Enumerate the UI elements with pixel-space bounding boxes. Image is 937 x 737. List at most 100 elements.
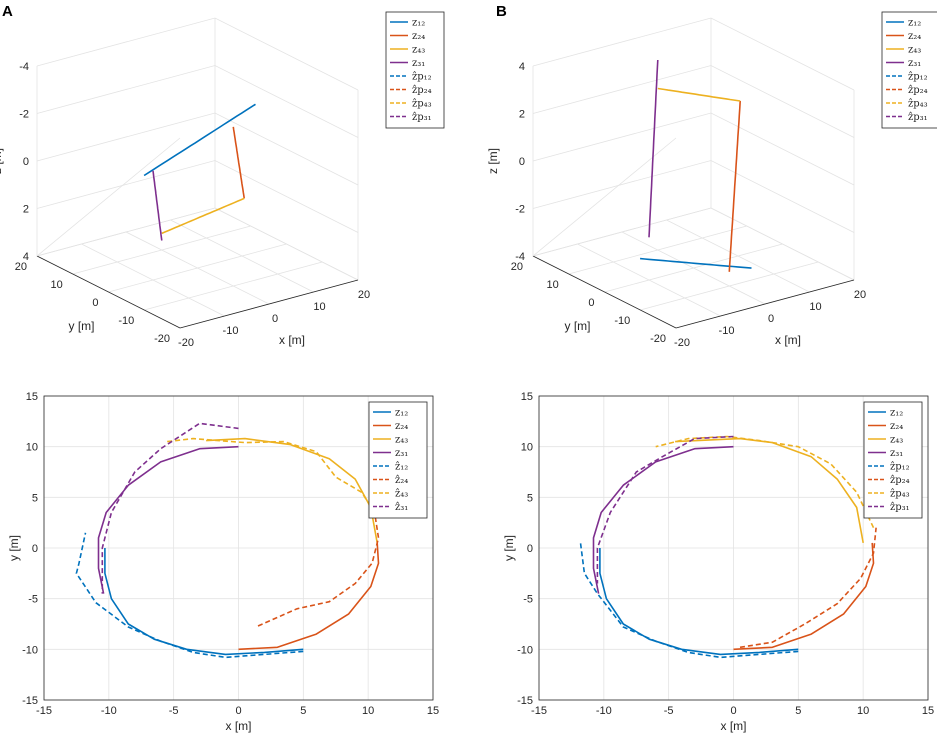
y-tick-label: 20 xyxy=(511,261,523,273)
floor-gridline xyxy=(170,219,314,293)
y-axis-label: y [m] xyxy=(502,535,516,561)
x-tick-label: 0 xyxy=(768,313,774,325)
series-line-z31 xyxy=(152,170,163,241)
y-axis-line xyxy=(532,255,677,329)
series-line-zp12 xyxy=(579,542,799,659)
floor-gridline xyxy=(604,243,783,293)
series-line-z12 xyxy=(599,548,799,656)
legend-label-z31: z₃₁ xyxy=(890,448,903,459)
legend-box xyxy=(385,11,445,129)
x-tick-label: 5 xyxy=(795,705,801,717)
z-tick-label: -2 xyxy=(515,204,525,216)
series-line-z24 xyxy=(733,542,875,651)
wall-gridline xyxy=(36,65,359,138)
wall-gridline xyxy=(532,65,855,138)
x-tick-label: 5 xyxy=(300,705,306,717)
x-axis-label: x [m] xyxy=(721,719,747,733)
x-tick-label: -10 xyxy=(101,705,117,717)
x-tick-label: 0 xyxy=(730,705,736,717)
wall-gridline xyxy=(36,160,359,233)
x-axis-label: x [m] xyxy=(279,333,305,347)
legend-label-zh24: ẑ₂₄ xyxy=(395,475,408,486)
z-tick-label: 0 xyxy=(23,156,29,168)
legend: z₁₂ z₂₄ z₄₃ z₃₁ ẑp₁₂ ẑp₂₄ ẑp₄₃ ẑp₃₁ xyxy=(863,401,923,519)
series-line-zh31 xyxy=(101,422,239,594)
y-tick-label: 5 xyxy=(527,492,533,504)
series-line-z24 xyxy=(232,126,245,199)
x-axis-label: x [m] xyxy=(226,719,252,733)
legend-label-z31: z₃₁ xyxy=(412,58,425,69)
y-tick-label: -10 xyxy=(22,644,38,656)
wall-gridline xyxy=(36,112,359,186)
z-tick-label: 2 xyxy=(23,204,29,216)
x-axis-label: x [m] xyxy=(775,333,801,347)
series-line-z12 xyxy=(640,257,752,269)
legend-label-z43: z₄₃ xyxy=(412,45,425,56)
wall-gridline xyxy=(532,207,855,281)
legend-label-z24: z₂₄ xyxy=(890,421,903,432)
series-line-z31 xyxy=(648,59,659,238)
legend-label-zp24: ẑp₂₄ xyxy=(890,475,910,486)
y-tick-label: -20 xyxy=(650,333,666,345)
floor-gridline xyxy=(72,225,251,275)
legend-label-zp43: ẑp₄₃ xyxy=(908,99,928,110)
z-tick-label: 0 xyxy=(519,156,525,168)
wall-gridline xyxy=(532,112,855,186)
y-tick-label: 0 xyxy=(32,543,38,555)
legend-label-zh12: ẑ₁₂ xyxy=(395,462,408,473)
series-line-z12 xyxy=(104,548,304,656)
series-line-zh24 xyxy=(257,512,380,627)
x-tick-label: -10 xyxy=(223,325,239,337)
z-edge xyxy=(36,137,181,257)
x-tick-label: 15 xyxy=(922,705,934,717)
z-tick-label: -4 xyxy=(19,61,29,73)
x-tick-label: 20 xyxy=(854,289,866,301)
x-tick-label: -5 xyxy=(169,705,179,717)
y-tick-label: -15 xyxy=(517,695,533,707)
z-axis-label: z [m] xyxy=(486,148,500,174)
y-tick-label: -5 xyxy=(28,594,38,606)
series-line-zh43 xyxy=(167,437,376,513)
legend-label-z12: z₁₂ xyxy=(890,408,903,419)
legend-label-zp31: ẑp₃₁ xyxy=(412,112,432,123)
legend-label-zp12: ẑp₁₂ xyxy=(890,462,910,473)
x-tick-label: -10 xyxy=(719,325,735,337)
x-tick-label: -5 xyxy=(664,705,674,717)
y-tick-label: -10 xyxy=(614,315,630,327)
y-tick-label: 0 xyxy=(588,297,594,309)
legend-label-zh31: ẑ₃₁ xyxy=(395,502,408,513)
y-tick-label: 0 xyxy=(527,543,533,555)
z-tick-label: 4 xyxy=(519,61,525,73)
legend-label-zp43: ẑp₄₃ xyxy=(412,99,432,110)
y-tick-label: 15 xyxy=(26,391,38,403)
x-tick-label: -20 xyxy=(178,337,194,349)
z-axis-label: z [m] xyxy=(0,148,4,174)
x-tick-label: 10 xyxy=(313,301,325,313)
x-tick-label: 0 xyxy=(272,313,278,325)
legend-label-z12: z₁₂ xyxy=(395,408,408,419)
series-line-z43 xyxy=(657,87,741,102)
legend-label-zp24: ẑp₂₄ xyxy=(412,85,432,96)
legend-label-z43: z₄₃ xyxy=(890,435,903,446)
legend-label-z24: z₂₄ xyxy=(395,421,408,432)
series-line-z24 xyxy=(238,542,380,651)
wall-gridline xyxy=(36,17,359,91)
legend-label-z43: z₄₃ xyxy=(395,435,408,446)
legend-label-zp31: ẑp₃₁ xyxy=(890,502,910,513)
series-line-z43 xyxy=(161,197,245,235)
x-tick-label: 0 xyxy=(235,705,241,717)
axes-box xyxy=(538,395,929,701)
y-tick-label: -20 xyxy=(154,333,170,345)
panel-label-b: B xyxy=(496,3,507,20)
y-tick-label: 10 xyxy=(51,279,63,291)
series-line-zp43 xyxy=(655,435,875,529)
floor-gridline xyxy=(666,219,810,293)
legend-box xyxy=(368,401,428,519)
y-tick-label: 15 xyxy=(521,391,533,403)
x-axis-line xyxy=(675,279,855,329)
z-tick-label: -2 xyxy=(19,109,29,121)
legend-label-zp12: ẑp₁₂ xyxy=(412,72,432,83)
legend-box xyxy=(881,11,937,129)
